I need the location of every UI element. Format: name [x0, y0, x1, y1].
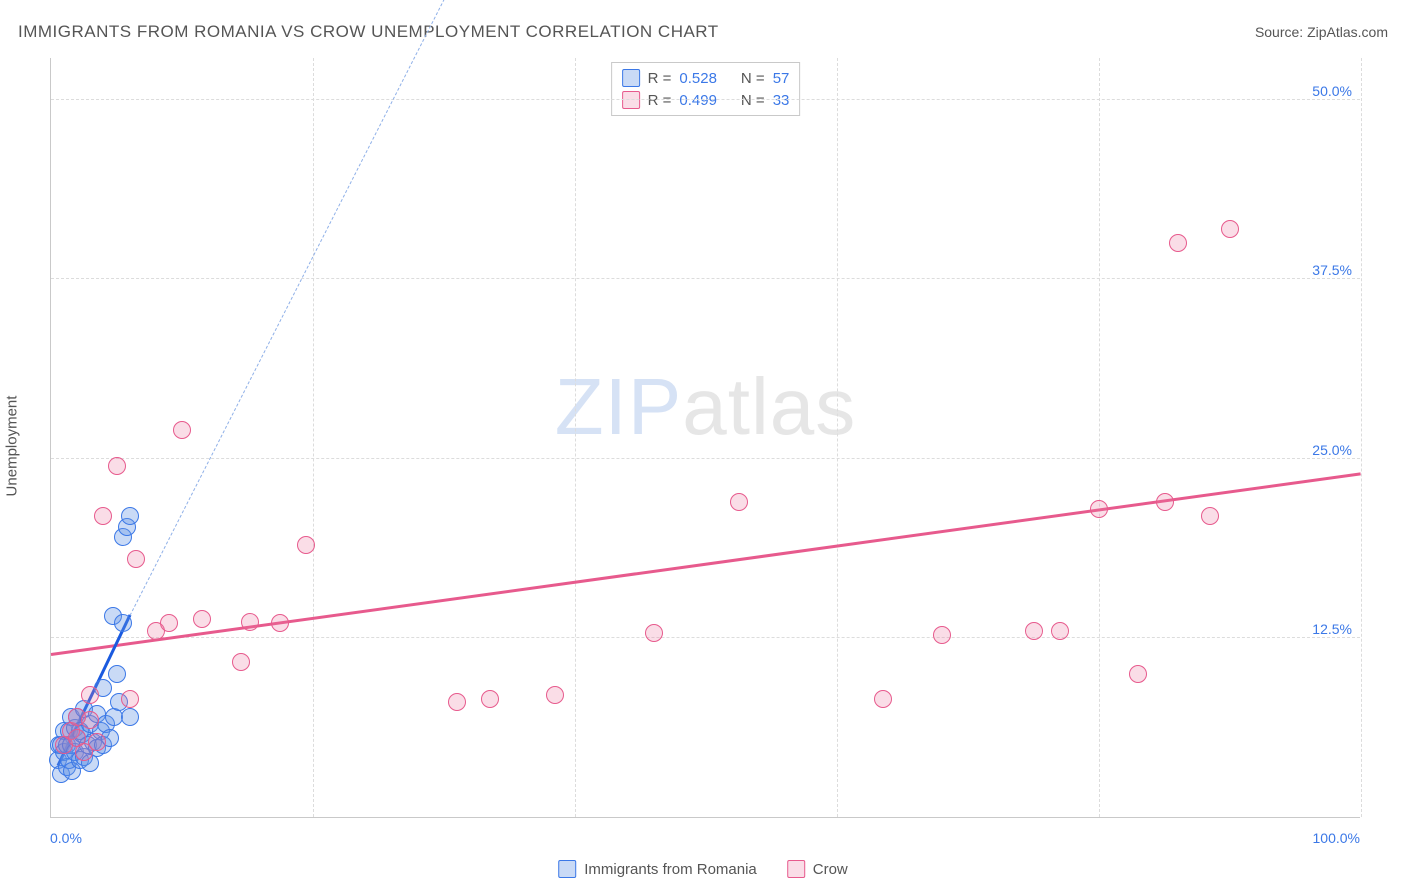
source-link[interactable]: ZipAtlas.com [1307, 24, 1388, 40]
legend-swatch-series1 [622, 69, 640, 87]
source-attribution: Source: ZipAtlas.com [1255, 24, 1388, 40]
y-tick-label: 37.5% [1312, 262, 1352, 278]
scatter-point-s2 [1090, 500, 1108, 518]
gridline-vertical [1361, 58, 1362, 817]
scatter-point-s2 [241, 613, 259, 631]
scatter-point-s1 [121, 507, 139, 525]
legend-bottom-item-1: Immigrants from Romania [558, 860, 757, 878]
y-tick-label: 25.0% [1312, 442, 1352, 458]
legend-n-label: N = [741, 70, 765, 87]
scatter-point-s2 [160, 614, 178, 632]
watermark-right: atlas [682, 362, 856, 451]
legend-label-series2: Crow [813, 861, 848, 878]
scatter-point-s1 [108, 665, 126, 683]
gridline-vertical [575, 58, 576, 817]
scatter-point-s1 [121, 708, 139, 726]
scatter-point-s2 [874, 690, 892, 708]
scatter-point-s2 [127, 550, 145, 568]
scatter-point-s1 [114, 614, 132, 632]
legend-correlation-box: R = 0.528 N = 57 R = 0.499 N = 33 [611, 62, 801, 116]
gridline-horizontal [51, 637, 1360, 638]
legend-r-value-1: 0.528 [679, 70, 717, 87]
scatter-point-s2 [1051, 622, 1069, 640]
scatter-point-s2 [481, 690, 499, 708]
scatter-point-s2 [121, 690, 139, 708]
scatter-point-s2 [88, 733, 106, 751]
scatter-point-s2 [94, 507, 112, 525]
scatter-point-s2 [1025, 622, 1043, 640]
scatter-point-s2 [1129, 665, 1147, 683]
scatter-point-s2 [448, 693, 466, 711]
scatter-point-s2 [933, 626, 951, 644]
legend-bottom-item-2: Crow [787, 860, 848, 878]
legend-row-series1: R = 0.528 N = 57 [622, 67, 790, 89]
x-axis-max-label: 100.0% [1313, 830, 1360, 846]
scatter-point-s2 [1201, 507, 1219, 525]
scatter-point-s2 [730, 493, 748, 511]
scatter-point-s2 [81, 686, 99, 704]
gridline-vertical [837, 58, 838, 817]
legend-r-label: R = [648, 70, 672, 87]
scatter-point-s2 [232, 653, 250, 671]
legend-bottom: Immigrants from Romania Crow [558, 860, 848, 878]
legend-swatch-series2 [787, 860, 805, 878]
gridline-vertical [313, 58, 314, 817]
gridline-vertical [1099, 58, 1100, 817]
scatter-point-s2 [1169, 234, 1187, 252]
scatter-point-s2 [645, 624, 663, 642]
legend-n-value-1: 57 [773, 70, 790, 87]
y-axis-title: Unemployment [4, 396, 21, 497]
legend-swatch-series1 [558, 860, 576, 878]
scatter-point-s2 [546, 686, 564, 704]
scatter-point-s2 [81, 711, 99, 729]
y-tick-label: 12.5% [1312, 621, 1352, 637]
scatter-point-s2 [271, 614, 289, 632]
scatter-point-s2 [193, 610, 211, 628]
header-bar: IMMIGRANTS FROM ROMANIA VS CROW UNEMPLOY… [18, 22, 1388, 42]
gridline-horizontal [51, 99, 1360, 100]
y-tick-label: 50.0% [1312, 83, 1352, 99]
plot-area: ZIPatlas R = 0.528 N = 57 R = 0.499 N = … [50, 58, 1360, 818]
scatter-point-s2 [108, 457, 126, 475]
gridline-horizontal [51, 458, 1360, 459]
scatter-point-s2 [1156, 493, 1174, 511]
chart-title: IMMIGRANTS FROM ROMANIA VS CROW UNEMPLOY… [18, 22, 719, 42]
watermark: ZIPatlas [555, 361, 856, 453]
gridline-horizontal [51, 278, 1360, 279]
scatter-point-s2 [297, 536, 315, 554]
scatter-point-s2 [173, 421, 191, 439]
x-axis-min-label: 0.0% [50, 830, 82, 846]
trendline-romania-extrapolated [129, 0, 444, 616]
legend-label-series1: Immigrants from Romania [584, 861, 757, 878]
source-label: Source: [1255, 24, 1307, 40]
scatter-point-s2 [1221, 220, 1239, 238]
watermark-left: ZIP [555, 362, 682, 451]
